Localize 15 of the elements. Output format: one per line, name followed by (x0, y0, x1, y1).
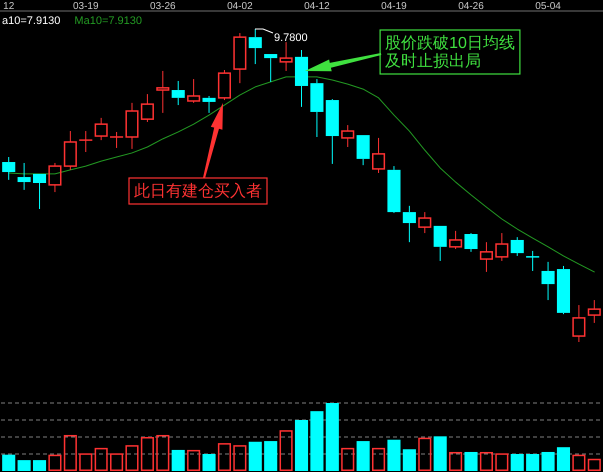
annotation: 此日有建仓买入者 (134, 182, 262, 200)
x-tick-label: 04-12 (304, 1, 330, 12)
text: a10=7.9130 (2, 15, 60, 27)
x-tick-label: 12 (3, 1, 15, 12)
x-tick-label: 04-02 (227, 1, 254, 12)
note: 股价跌破10日均线及时止损出局 (380, 29, 520, 75)
x-tick-label: 03-19 (72, 1, 99, 12)
text: Ma10=7.9130 (74, 15, 142, 27)
note: 9.7800 (274, 32, 308, 44)
annotation: 股价跌破10日均线及时止损出局 (385, 34, 515, 70)
note: 此日有建仓买入者 (128, 177, 268, 205)
x-tick-label: 04-26 (458, 1, 484, 12)
x-tick-label: 04-19 (381, 1, 408, 12)
x-tick-label: 05-04 (535, 1, 562, 12)
x-tick-label: 03-26 (150, 1, 176, 12)
